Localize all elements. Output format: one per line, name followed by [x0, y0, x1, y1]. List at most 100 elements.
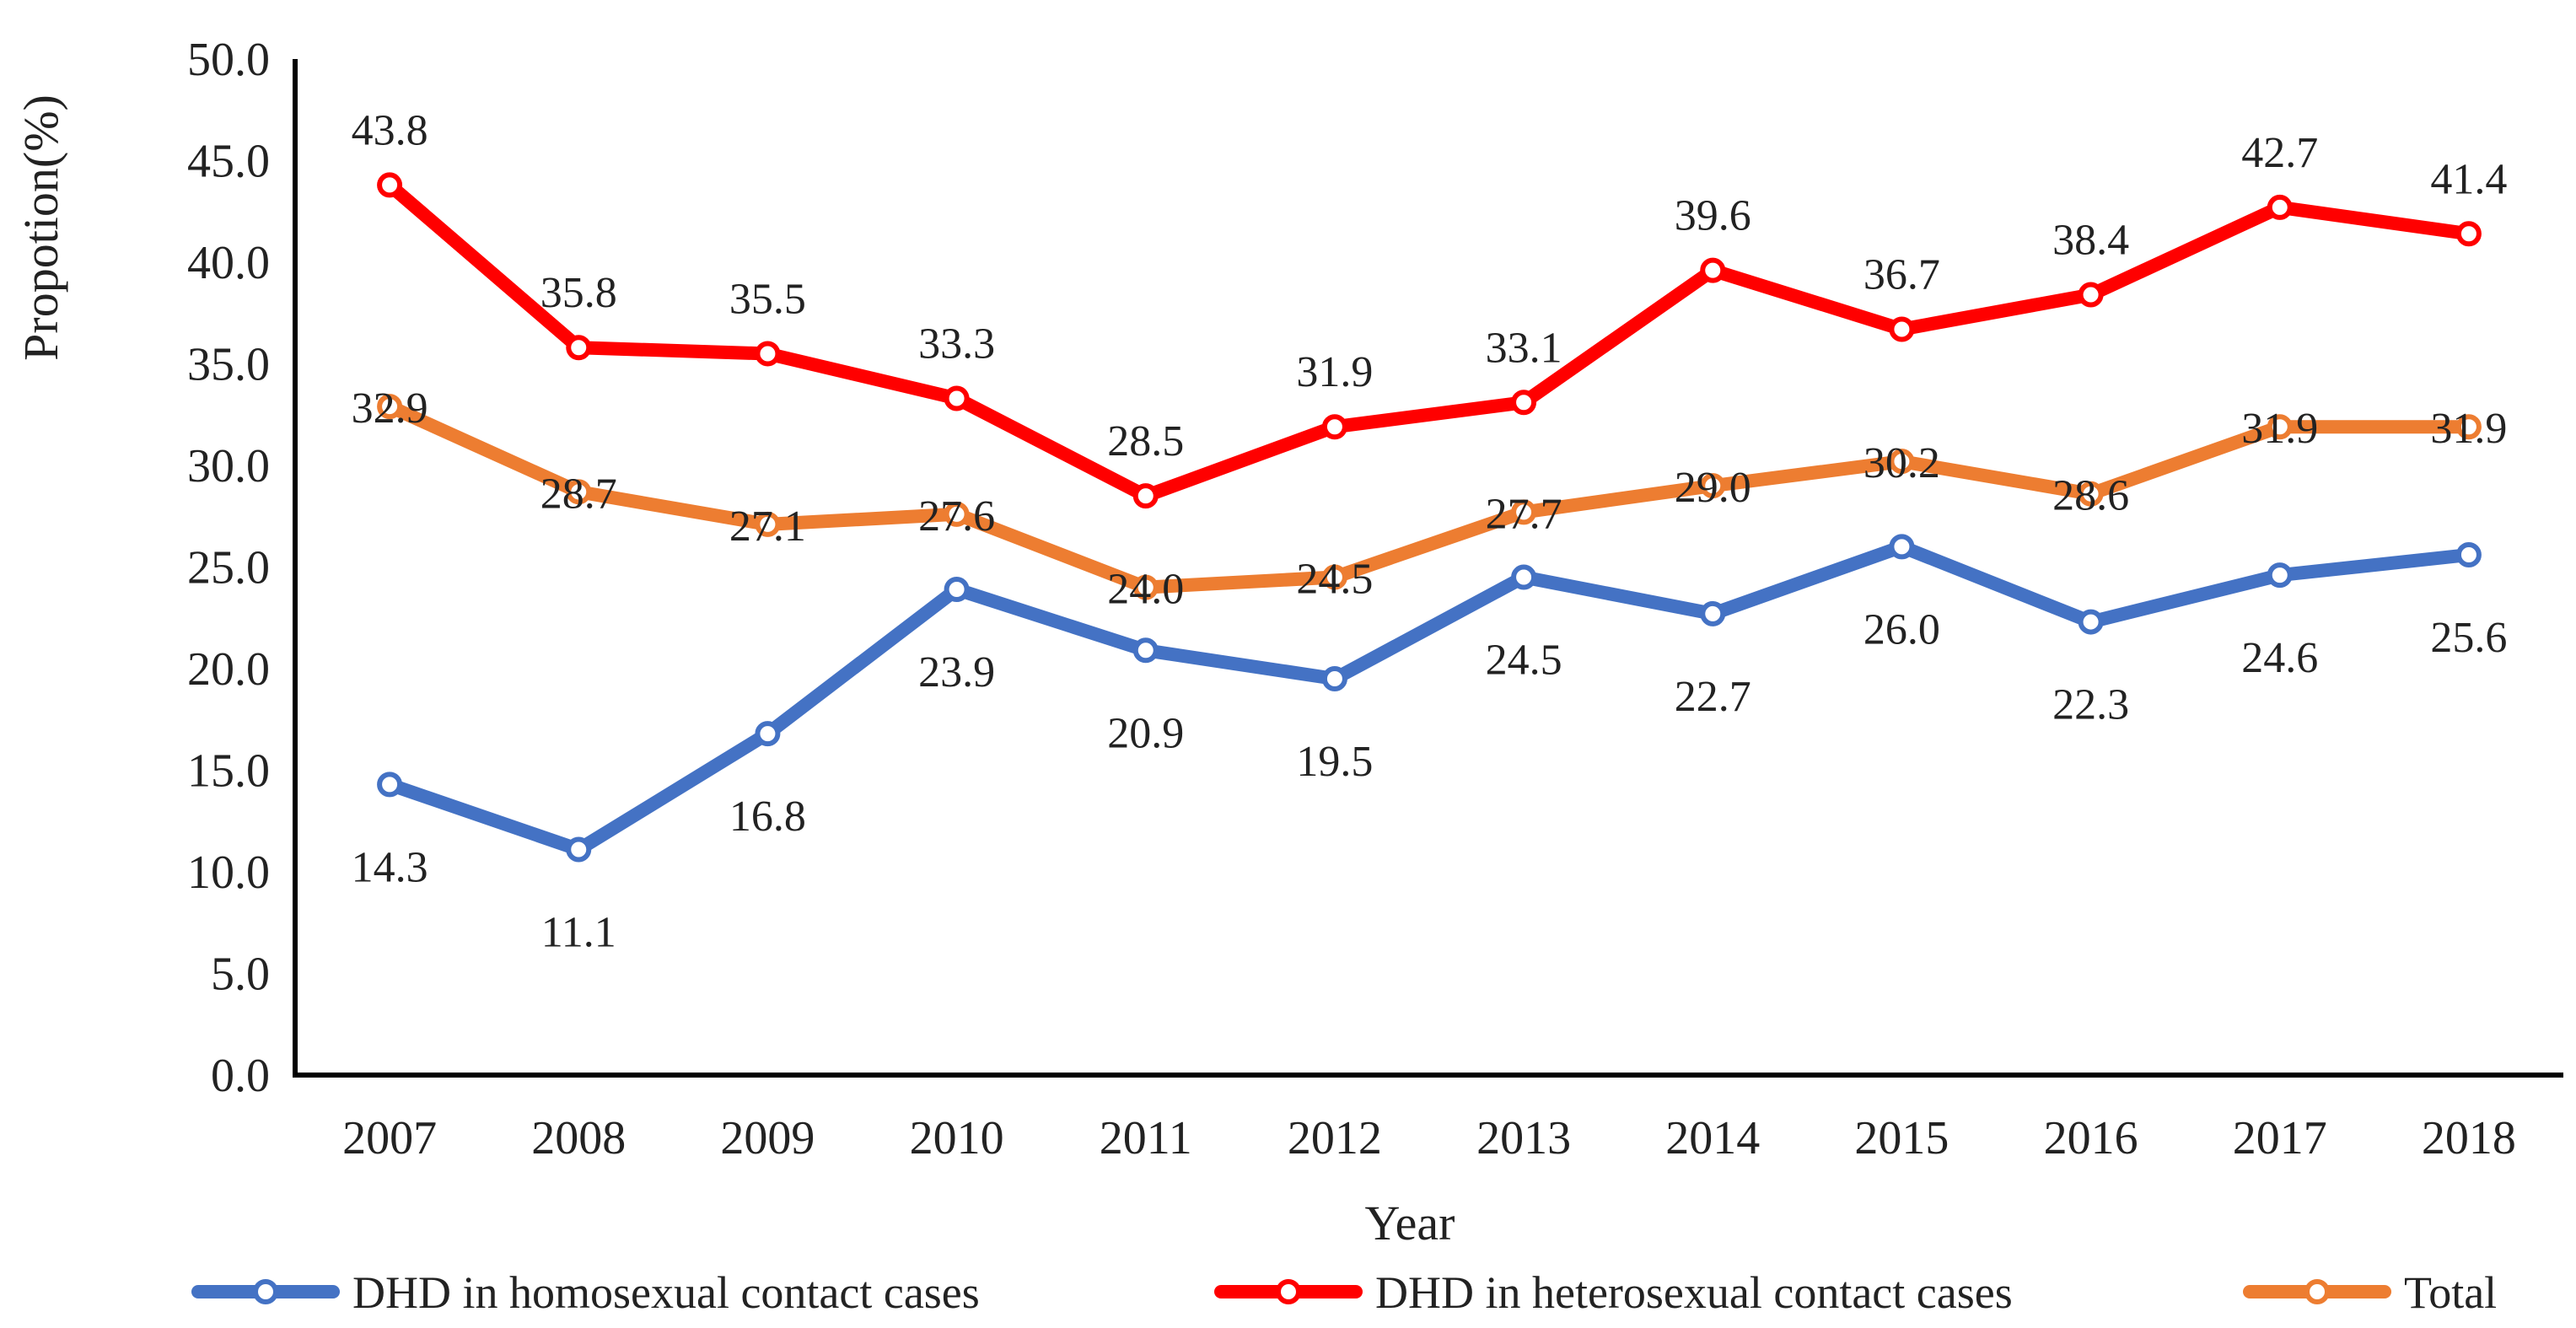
- data-point: [1700, 473, 1726, 499]
- data-point: [1132, 483, 1159, 509]
- x-tick-label: 2012: [1288, 1112, 1382, 1164]
- data-point: [377, 394, 403, 420]
- data-point: [566, 479, 592, 505]
- y-tick-label: 40.0: [187, 237, 270, 289]
- data-label: 24.0: [1107, 566, 1184, 614]
- data-label: 27.1: [729, 503, 806, 551]
- x-tick-label: 2016: [2044, 1112, 2138, 1164]
- data-point: [1511, 564, 1537, 590]
- x-tick-label: 2010: [910, 1112, 1004, 1164]
- data-label: 28.5: [1107, 417, 1184, 465]
- data-point: [2267, 562, 2293, 589]
- data-point: [1889, 449, 1915, 475]
- legend-item: Total: [2243, 1267, 2497, 1318]
- x-tick-label: 2017: [2233, 1112, 2327, 1164]
- data-point: [1321, 666, 1347, 692]
- y-tick-label: 30.0: [187, 440, 270, 492]
- data-label: 35.8: [540, 269, 617, 317]
- data-point: [1321, 414, 1347, 440]
- data-label: 43.8: [352, 106, 428, 154]
- data-point: [2455, 221, 2482, 247]
- data-point: [1700, 257, 1726, 283]
- data-label: 23.9: [918, 648, 995, 696]
- data-label: 27.7: [1486, 490, 1562, 538]
- legend-marker: [2304, 1279, 2330, 1304]
- data-label: 36.7: [1863, 251, 1940, 299]
- data-point: [1700, 600, 1726, 626]
- legend-item: DHD in heterosexual contact cases: [1214, 1267, 2013, 1318]
- x-tick-label: 2013: [1476, 1112, 1571, 1164]
- data-label: 42.7: [2241, 129, 2318, 177]
- y-tick-label: 35.0: [187, 339, 270, 391]
- data-point: [755, 721, 781, 747]
- series-layer: [377, 172, 2482, 863]
- series-line: [383, 178, 2476, 503]
- data-point: [2078, 481, 2104, 507]
- data-label: 31.9: [2241, 405, 2318, 453]
- x-tick-label: 2018: [2422, 1112, 2516, 1164]
- legend-label: DHD in heterosexual contact cases: [1375, 1267, 2013, 1318]
- y-tick-label: 10.0: [187, 847, 270, 899]
- data-point: [944, 501, 970, 527]
- data-label: 24.5: [1296, 556, 1373, 604]
- x-tick-label: 2008: [531, 1112, 626, 1164]
- data-label: 16.8: [729, 793, 806, 841]
- data-label: 35.5: [729, 275, 806, 323]
- y-axis-title: Propotion(%): [13, 94, 68, 361]
- data-label: 19.5: [1296, 738, 1373, 786]
- data-point: [2455, 542, 2482, 568]
- y-tick-label: 20.0: [187, 643, 270, 696]
- data-point: [2267, 194, 2293, 220]
- axes: [293, 59, 2563, 1078]
- data-label: 20.9: [1107, 709, 1184, 757]
- data-label: 28.7: [540, 470, 617, 518]
- data-label: 38.4: [2052, 217, 2129, 265]
- series-3: [377, 394, 2482, 600]
- y-tick-label: 0.0: [211, 1050, 270, 1102]
- data-label: 33.1: [1486, 324, 1562, 372]
- legend-marker: [1276, 1279, 1301, 1304]
- data-label: 39.6: [1675, 192, 1751, 240]
- y-axis-ticks: 0.0 5.0 10.0 15.0 20.0 25.0 30.0 35.0 40.0 45.0 50…: [187, 34, 270, 1102]
- data-label: 22.7: [1675, 673, 1751, 721]
- data-point: [944, 577, 970, 603]
- legend-label: Total: [2404, 1267, 2497, 1318]
- legend-label: DHD in homosexual contact cases: [352, 1267, 980, 1318]
- data-point: [1321, 564, 1347, 590]
- data-label: 27.6: [918, 492, 995, 540]
- series-1: [377, 534, 2482, 863]
- y-tick-label: 5.0: [211, 949, 270, 1001]
- series-2: [377, 172, 2482, 509]
- data-label: 26.0: [1863, 605, 1940, 653]
- data-label: 31.9: [2430, 405, 2507, 453]
- data-point: [2455, 414, 2482, 440]
- legend: DHD in homosexual contact cases DHD in he…: [191, 1267, 2497, 1318]
- data-label: 14.3: [352, 843, 428, 891]
- x-axis-title: Year: [1365, 1196, 1455, 1250]
- data-point: [1889, 316, 1915, 342]
- data-label: 31.9: [1296, 348, 1373, 396]
- y-tick-label: 15.0: [187, 745, 270, 798]
- data-label: 33.3: [918, 320, 995, 368]
- data-label: 11.1: [541, 908, 616, 956]
- legend-item: DHD in homosexual contact cases: [191, 1267, 980, 1318]
- series-line: [383, 400, 2476, 594]
- data-label: 41.4: [2430, 155, 2507, 203]
- data-point: [755, 511, 781, 537]
- x-tick-label: 2007: [342, 1112, 437, 1164]
- data-point: [1132, 637, 1159, 664]
- data-label: 32.9: [352, 384, 428, 433]
- data-label: 22.3: [2052, 681, 2129, 729]
- data-point: [566, 836, 592, 863]
- data-point: [2267, 414, 2293, 440]
- data-label: 24.5: [1486, 637, 1562, 685]
- data-point: [1132, 574, 1159, 600]
- y-tick-label: 25.0: [187, 542, 270, 594]
- data-point: [2078, 609, 2104, 635]
- data-label: 24.6: [2241, 634, 2318, 682]
- x-tick-label: 2015: [1854, 1112, 1949, 1164]
- data-point: [566, 335, 592, 361]
- y-tick-label: 50.0: [187, 34, 270, 86]
- data-label: 29.0: [1675, 464, 1751, 512]
